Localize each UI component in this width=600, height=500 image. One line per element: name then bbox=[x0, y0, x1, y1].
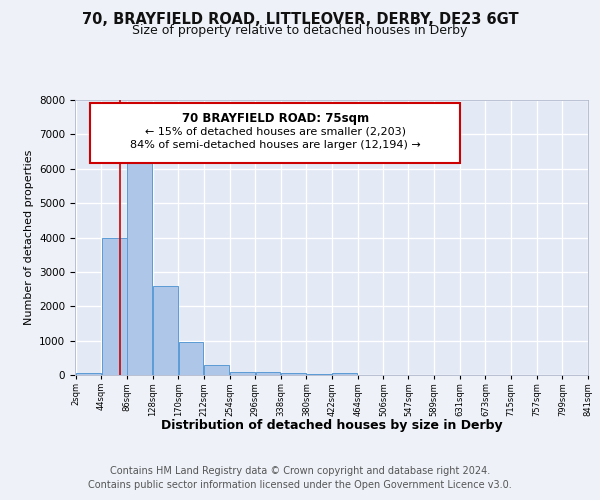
Bar bbox=[281, 374, 306, 375]
Text: Size of property relative to detached houses in Derby: Size of property relative to detached ho… bbox=[133, 24, 467, 37]
X-axis label: Distribution of detached houses by size in Derby: Distribution of detached houses by size … bbox=[161, 418, 502, 432]
Bar bbox=[332, 373, 358, 375]
Text: Contains public sector information licensed under the Open Government Licence v3: Contains public sector information licen… bbox=[88, 480, 512, 490]
Bar bbox=[76, 374, 101, 375]
Text: 70, BRAYFIELD ROAD, LITTLEOVER, DERBY, DE23 6GT: 70, BRAYFIELD ROAD, LITTLEOVER, DERBY, D… bbox=[82, 12, 518, 28]
Bar bbox=[153, 286, 178, 375]
Text: 84% of semi-detached houses are larger (12,194) →: 84% of semi-detached houses are larger (… bbox=[130, 140, 421, 150]
Bar bbox=[127, 150, 152, 375]
Bar bbox=[230, 372, 255, 375]
Bar bbox=[204, 365, 229, 375]
Text: 70 BRAYFIELD ROAD: 75sqm: 70 BRAYFIELD ROAD: 75sqm bbox=[182, 112, 368, 126]
Y-axis label: Number of detached properties: Number of detached properties bbox=[23, 150, 34, 325]
FancyBboxPatch shape bbox=[91, 103, 460, 163]
Bar bbox=[179, 342, 203, 375]
Bar bbox=[307, 374, 332, 375]
Bar bbox=[256, 372, 280, 375]
Text: Contains HM Land Registry data © Crown copyright and database right 2024.: Contains HM Land Registry data © Crown c… bbox=[110, 466, 490, 476]
Bar bbox=[101, 238, 127, 375]
Text: ← 15% of detached houses are smaller (2,203): ← 15% of detached houses are smaller (2,… bbox=[145, 126, 406, 136]
